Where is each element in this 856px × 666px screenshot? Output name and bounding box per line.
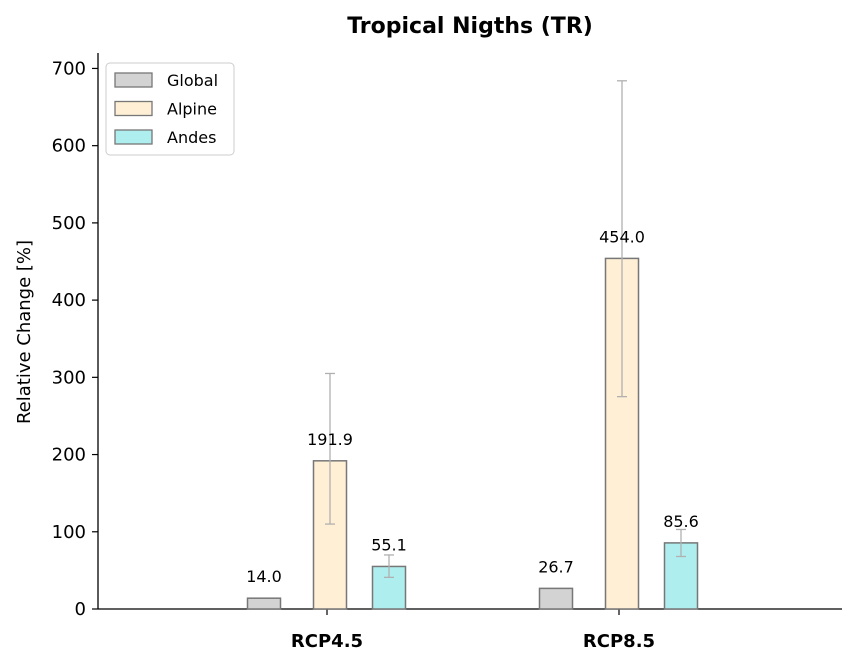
legend-swatch-global <box>114 72 153 88</box>
bar-global-rcp45 <box>246 597 282 610</box>
x-tick-label: RCP4.5 <box>291 631 363 652</box>
y-tick-label: 700 <box>52 58 86 79</box>
y-tick-label: 400 <box>52 290 86 311</box>
data-label: 14.0 <box>246 567 282 586</box>
legend-swatch-alpine <box>114 100 153 117</box>
y-tick-label: 300 <box>52 367 86 388</box>
legend-label-andes: Andes <box>167 128 216 147</box>
plot-area: 0 100 200 300 400 500 600 700 RCP4.5 14.0 191.9 55.… <box>52 53 842 652</box>
chart-title: Tropical Nigths (TR) <box>347 14 593 39</box>
legend: Global Alpine Andes <box>105 62 235 156</box>
data-label: 191.9 <box>307 430 353 449</box>
data-label: 26.7 <box>538 557 574 576</box>
data-label: 85.6 <box>663 512 699 531</box>
data-label: 55.1 <box>371 535 407 554</box>
x-tick-label: RCP8.5 <box>583 631 655 652</box>
y-tick-label: 100 <box>52 522 86 543</box>
legend-label-alpine: Alpine <box>167 100 217 119</box>
y-tick-label: 0 <box>75 599 86 620</box>
y-tick-label: 600 <box>52 136 86 157</box>
data-label: 454.0 <box>599 227 645 246</box>
y-tick-label: 200 <box>52 445 86 466</box>
legend-label-global: Global <box>167 71 218 90</box>
y-tick-label: 500 <box>52 213 86 234</box>
bar-global-rcp85 <box>538 587 574 610</box>
legend-swatch-andes <box>114 129 153 145</box>
y-axis-label: Relative Change [%] <box>14 240 35 424</box>
